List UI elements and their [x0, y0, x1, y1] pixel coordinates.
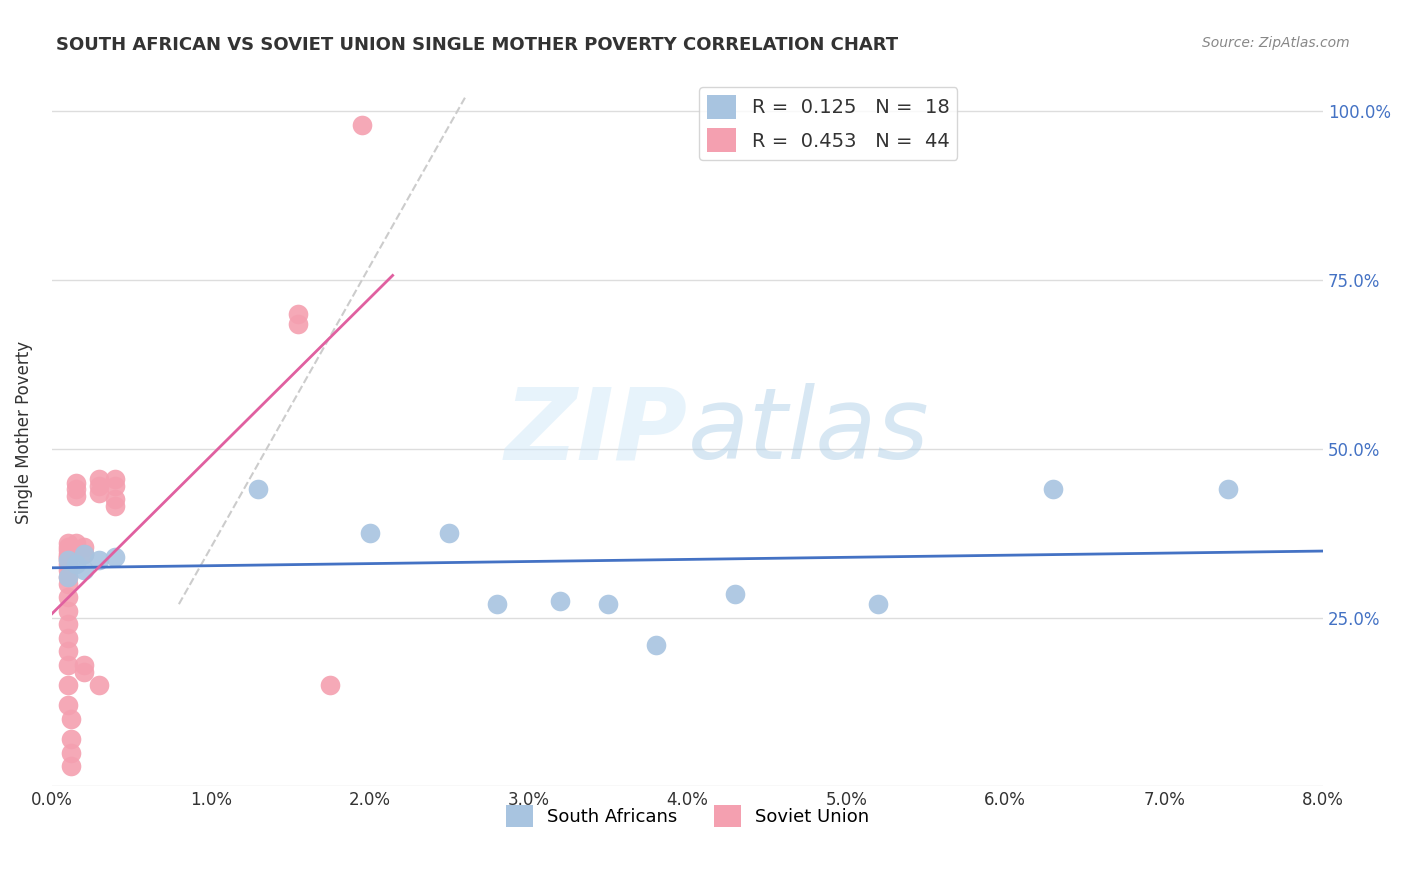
Point	[89, 479, 111, 493]
Point	[59, 746, 82, 760]
Point	[596, 597, 619, 611]
Point	[287, 307, 309, 321]
Text: ZIP: ZIP	[505, 384, 688, 481]
Point	[56, 577, 79, 591]
Point	[247, 483, 270, 497]
Point	[89, 472, 111, 486]
Point	[644, 638, 666, 652]
Point	[359, 526, 381, 541]
Point	[65, 483, 87, 497]
Point	[56, 547, 79, 561]
Point	[104, 472, 127, 486]
Text: atlas: atlas	[688, 384, 929, 481]
Point	[56, 644, 79, 658]
Point	[56, 657, 79, 672]
Point	[104, 549, 127, 564]
Point	[104, 479, 127, 493]
Point	[56, 617, 79, 632]
Point	[72, 547, 94, 561]
Point	[56, 631, 79, 645]
Point	[72, 563, 94, 577]
Point	[485, 597, 508, 611]
Point	[72, 547, 94, 561]
Point	[59, 759, 82, 773]
Point	[1216, 483, 1239, 497]
Y-axis label: Single Mother Poverty: Single Mother Poverty	[15, 341, 32, 524]
Point	[319, 678, 342, 692]
Text: Source: ZipAtlas.com: Source: ZipAtlas.com	[1202, 36, 1350, 50]
Legend: South Africans, Soviet Union: South Africans, Soviet Union	[499, 797, 876, 834]
Point	[65, 543, 87, 558]
Point	[56, 570, 79, 584]
Point	[56, 678, 79, 692]
Point	[56, 549, 79, 564]
Point	[56, 536, 79, 550]
Point	[59, 712, 82, 726]
Point	[56, 563, 79, 577]
Point	[89, 485, 111, 500]
Point	[72, 657, 94, 672]
Point	[56, 553, 79, 567]
Point	[56, 557, 79, 571]
Point	[56, 543, 79, 558]
Point	[56, 549, 79, 564]
Point	[437, 526, 460, 541]
Point	[65, 536, 87, 550]
Point	[104, 492, 127, 507]
Point	[59, 732, 82, 747]
Point	[350, 118, 373, 132]
Point	[56, 591, 79, 605]
Point	[550, 594, 572, 608]
Point	[56, 540, 79, 554]
Point	[56, 570, 79, 584]
Point	[1042, 483, 1064, 497]
Point	[56, 604, 79, 618]
Point	[72, 540, 94, 554]
Point	[89, 553, 111, 567]
Point	[65, 557, 87, 571]
Point	[65, 489, 87, 503]
Point	[56, 553, 79, 567]
Point	[868, 597, 890, 611]
Point	[89, 678, 111, 692]
Text: SOUTH AFRICAN VS SOVIET UNION SINGLE MOTHER POVERTY CORRELATION CHART: SOUTH AFRICAN VS SOVIET UNION SINGLE MOT…	[56, 36, 898, 54]
Point	[724, 587, 747, 601]
Point	[104, 500, 127, 514]
Point	[287, 317, 309, 331]
Point	[65, 475, 87, 490]
Point	[56, 698, 79, 713]
Point	[72, 665, 94, 679]
